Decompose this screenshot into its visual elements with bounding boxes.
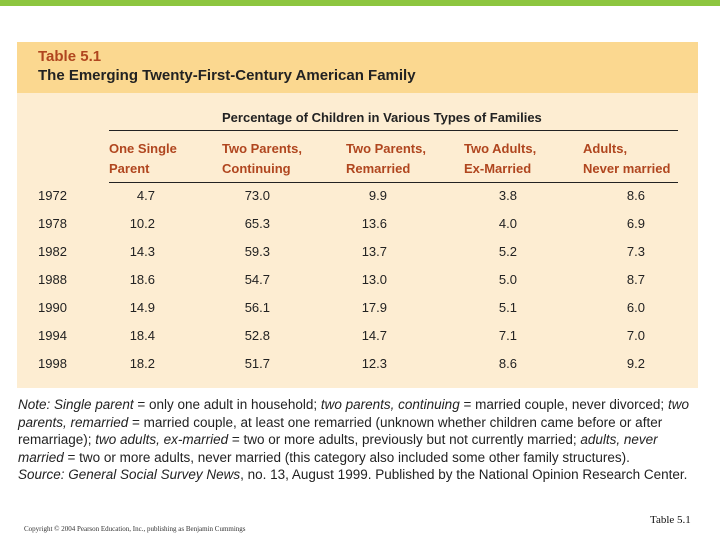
value-cell: 7.1 — [498, 328, 517, 343]
value-cell: 8.6 — [498, 356, 517, 371]
value-cell: 4.0 — [498, 216, 517, 231]
table-row-1994: 1994 18.4 52.8 14.7 7.1 7.0 — [17, 328, 698, 348]
copyright-footer: Copyright © 2004 Pearson Education, Inc.… — [24, 525, 246, 533]
column-header-two-adults-ex-married: Two Adults, Ex-Married — [464, 141, 537, 176]
year-cell: 1988 — [38, 272, 67, 287]
table-row-1988: 1988 18.6 54.7 13.0 5.0 8.7 — [17, 272, 698, 292]
value-cell: 9.2 — [626, 356, 645, 371]
value-cell: 10.2 — [129, 216, 155, 231]
value-cell: 51.7 — [244, 356, 270, 371]
value-cell: 14.7 — [361, 328, 387, 343]
table-row-1972: 1972 4.7 73.0 9.9 3.8 8.6 — [17, 188, 698, 208]
slide-caption: Table 5.1 — [650, 514, 691, 526]
value-cell: 5.1 — [498, 300, 517, 315]
table-source: Source: General Social Survey News, no. … — [18, 467, 688, 482]
year-cell: 1994 — [38, 328, 67, 343]
value-cell: 5.0 — [498, 272, 517, 287]
table-title: The Emerging Twenty-First-Century Americ… — [38, 67, 416, 84]
table-row-1978: 1978 10.2 65.3 13.6 4.0 6.9 — [17, 216, 698, 236]
table-header-band: Table 5.1 The Emerging Twenty-First-Cent… — [17, 42, 698, 93]
value-cell: 73.0 — [244, 188, 270, 203]
value-cell: 14.9 — [129, 300, 155, 315]
value-cell: 8.7 — [626, 272, 645, 287]
value-cell: 12.3 — [361, 356, 387, 371]
column-header-two-parents-remarried: Two Parents, Remarried — [346, 141, 426, 176]
value-cell: 6.9 — [626, 216, 645, 231]
table-note: Note: Single parent = only one adult in … — [18, 396, 702, 484]
value-cell: 65.3 — [244, 216, 270, 231]
value-cell: 5.2 — [498, 244, 517, 259]
year-cell: 1990 — [38, 300, 67, 315]
value-cell: 52.8 — [244, 328, 270, 343]
year-cell: 1982 — [38, 244, 67, 259]
value-cell: 4.7 — [136, 188, 155, 203]
year-cell: 1978 — [38, 216, 67, 231]
column-header-adults-never-married: Adults, Never married — [583, 141, 671, 176]
value-cell: 56.1 — [244, 300, 270, 315]
value-cell: 8.6 — [626, 188, 645, 203]
value-cell: 13.0 — [361, 272, 387, 287]
value-cell: 7.0 — [626, 328, 645, 343]
column-header-two-parents-continuing: Two Parents, Continuing — [222, 141, 302, 176]
value-cell: 6.0 — [626, 300, 645, 315]
value-cell: 59.3 — [244, 244, 270, 259]
year-cell: 1998 — [38, 356, 67, 371]
value-cell: 14.3 — [129, 244, 155, 259]
top-accent-bar — [0, 0, 720, 6]
table-row-1990: 1990 14.9 56.1 17.9 5.1 6.0 — [17, 300, 698, 320]
spanner-rule — [109, 130, 678, 131]
value-cell: 13.6 — [361, 216, 387, 231]
table-panel: Table 5.1 The Emerging Twenty-First-Cent… — [17, 42, 698, 388]
value-cell: 18.2 — [129, 356, 155, 371]
table-number: Table 5.1 — [38, 48, 102, 65]
table-row-1982: 1982 14.3 59.3 13.7 5.2 7.3 — [17, 244, 698, 264]
value-cell: 18.6 — [129, 272, 155, 287]
year-cell: 1972 — [38, 188, 67, 203]
table-row-1998: 1998 18.2 51.7 12.3 8.6 9.2 — [17, 356, 698, 376]
value-cell: 7.3 — [626, 244, 645, 259]
value-cell: 17.9 — [361, 300, 387, 315]
value-cell: 18.4 — [129, 328, 155, 343]
value-cell: 3.8 — [498, 188, 517, 203]
value-cell: 54.7 — [244, 272, 270, 287]
header-rule — [109, 182, 678, 183]
value-cell: 9.9 — [368, 188, 387, 203]
column-spanner-heading: Percentage of Children in Various Types … — [222, 110, 542, 125]
column-header-single-parent: One Single Parent — [109, 141, 177, 176]
value-cell: 13.7 — [361, 244, 387, 259]
